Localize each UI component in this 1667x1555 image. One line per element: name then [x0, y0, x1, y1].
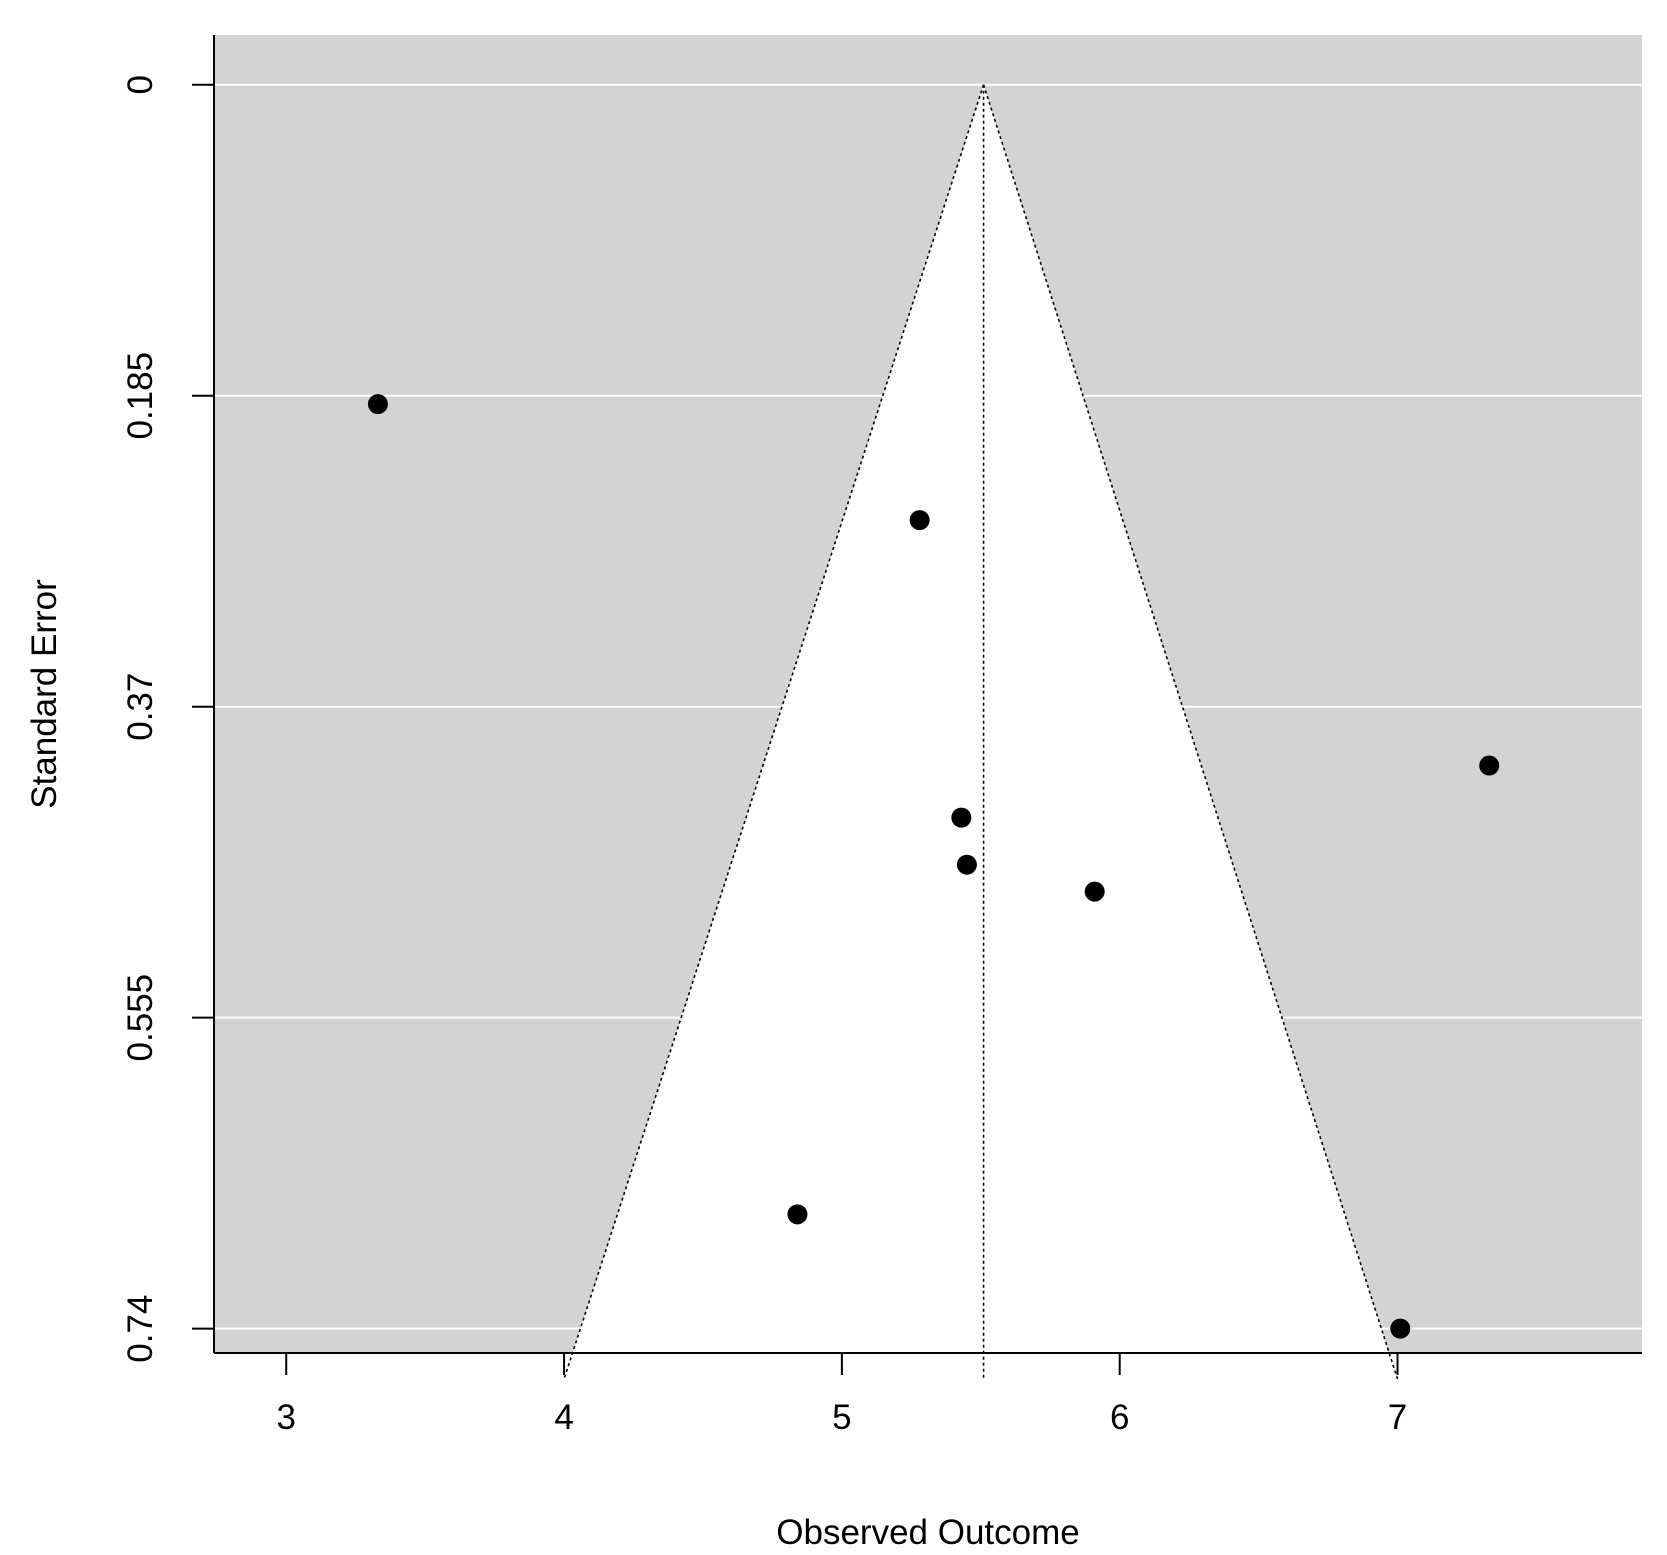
- funnel-triangle: [564, 84, 1398, 1380]
- y-tick-label-3: 0.555: [121, 974, 160, 1062]
- x-tick-label-4: 7: [1388, 1398, 1407, 1437]
- data-point-1: [367, 394, 388, 415]
- data-point-3: [1479, 755, 1500, 776]
- funnel-region: [563, 84, 1399, 1380]
- x-tick-label-0: 3: [276, 1398, 295, 1437]
- data-point-4: [951, 807, 972, 828]
- y-tick-label-1: 0.185: [121, 352, 160, 440]
- x-axis-ticks: 3 4 5 6 7: [276, 1353, 1407, 1437]
- axes: [213, 35, 1642, 1354]
- y-tick-label-4: 0.74: [121, 1295, 160, 1363]
- x-tick-label-2: 5: [832, 1398, 851, 1437]
- y-tick-label-2: 0.37: [121, 673, 160, 741]
- x-tick-label-3: 6: [1110, 1398, 1129, 1437]
- y-axis-ticks: 0 0.185 0.37 0.555 0.74: [121, 75, 214, 1363]
- x-axis-label: Observed Outcome: [776, 1513, 1079, 1552]
- data-point-5: [956, 854, 977, 875]
- data-point-7: [787, 1204, 808, 1225]
- y-tick-label-0: 0: [121, 75, 160, 94]
- data-points: [367, 394, 1500, 1339]
- x-tick-label-1: 4: [554, 1398, 573, 1437]
- data-point-8: [1390, 1318, 1411, 1339]
- funnel-left-boundary: [563, 84, 985, 1380]
- y-axis-label: Standard Error: [25, 579, 64, 809]
- funnel-right-boundary: [982, 84, 1399, 1380]
- data-point-2: [909, 510, 930, 531]
- data-point-6: [1084, 881, 1105, 902]
